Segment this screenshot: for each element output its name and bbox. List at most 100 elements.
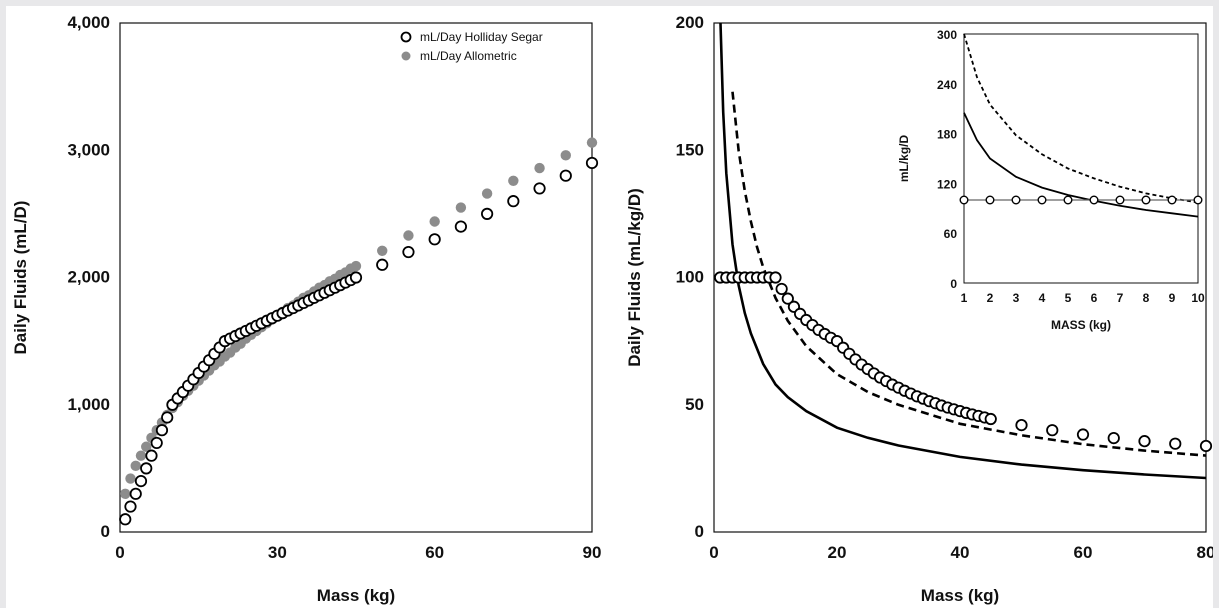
right-open-point bbox=[775, 282, 788, 296]
inset-open-point bbox=[1167, 195, 1177, 205]
holliday-point bbox=[402, 245, 415, 259]
inset-chart: 0 60 120 180 240 300 1 2 3 4 5 6 7 8 9 10 mL/kg/D MASS… bbox=[897, 28, 1205, 332]
legend-marker-holliday bbox=[400, 31, 412, 43]
inset-open-point bbox=[1063, 195, 1073, 205]
holliday-point bbox=[119, 513, 132, 526]
holliday-point bbox=[585, 156, 599, 170]
holliday-point bbox=[428, 233, 441, 246]
inset-x-tick-label: 10 bbox=[1191, 291, 1205, 305]
right-y-axis-label: Daily Fluids (mL/kg/D) bbox=[625, 188, 644, 367]
allometric-point bbox=[508, 175, 519, 186]
inset-y-tick-label: 180 bbox=[937, 128, 957, 142]
right-x-tick-label: 20 bbox=[828, 543, 847, 562]
inset-x-tick-label: 5 bbox=[1065, 291, 1072, 305]
inset-y-tick-label: 60 bbox=[944, 227, 958, 241]
inset-open-point bbox=[1115, 195, 1125, 205]
inset-x-axis-label: MASS (kg) bbox=[1051, 318, 1111, 332]
right-open-point bbox=[984, 412, 997, 426]
inset-open-point bbox=[1089, 195, 1099, 205]
right-x-ticks: 0 20 40 60 80 bbox=[709, 543, 1213, 562]
allometric-point bbox=[586, 137, 598, 148]
inset-x-tick-label: 3 bbox=[1013, 291, 1020, 305]
allometric-point bbox=[135, 450, 147, 461]
holliday-point bbox=[161, 411, 174, 424]
right-x-axis-label: Mass (kg) bbox=[921, 586, 999, 605]
inset-x-tick-label: 8 bbox=[1143, 291, 1150, 305]
right-x-tick-label: 80 bbox=[1197, 543, 1213, 562]
inset-plot-frame bbox=[963, 33, 1199, 284]
right-open-point bbox=[781, 292, 794, 305]
inset-y-tick-label: 120 bbox=[937, 177, 957, 191]
inset-x-ticks: 1 2 3 4 5 6 7 8 9 10 bbox=[961, 291, 1205, 305]
holliday-point bbox=[124, 500, 137, 513]
left-y-axis-label: Daily Fluids (mL/D) bbox=[11, 201, 30, 355]
legend: mL/Day Holliday Segar mL/Day Allometric bbox=[400, 30, 543, 63]
right-plot-frame bbox=[713, 22, 1207, 533]
allometric-point bbox=[481, 188, 493, 199]
inset-x-tick-label: 4 bbox=[1039, 291, 1046, 305]
holliday-point bbox=[376, 258, 389, 271]
left-y-tick-label: 4,000 bbox=[67, 13, 110, 32]
left-x-tick-label: 0 bbox=[115, 543, 124, 562]
holliday-point bbox=[155, 424, 169, 437]
left-points bbox=[119, 137, 599, 526]
left-y-tick-label: 3,000 bbox=[67, 140, 110, 159]
holliday-point bbox=[129, 487, 142, 500]
allometric-point bbox=[534, 162, 545, 174]
right-series bbox=[714, 23, 1213, 480]
allometric-point bbox=[455, 202, 467, 213]
inset-y-axis-label: mL/kg/D bbox=[897, 135, 911, 183]
left-plot-frame bbox=[119, 22, 593, 533]
left-x-ticks: 0 30 60 90 bbox=[115, 543, 601, 562]
right-y-tick-label: 100 bbox=[676, 268, 704, 287]
right-open-point bbox=[1199, 439, 1213, 453]
holliday-point bbox=[559, 169, 572, 182]
left-x-axis-label: Mass (kg) bbox=[317, 586, 395, 605]
inset-x-tick-label: 6 bbox=[1091, 291, 1098, 305]
inset-x-tick-label: 2 bbox=[987, 291, 994, 305]
holliday-point bbox=[533, 182, 546, 195]
figure: 0 1,000 2,000 3,000 4,000 0 30 60 90 Daily Flui… bbox=[6, 6, 1213, 608]
right-x-tick-label: 60 bbox=[1074, 543, 1093, 562]
inset-dashed-line bbox=[963, 33, 1199, 204]
left-y-tick-label: 0 bbox=[101, 522, 110, 541]
allometric-point bbox=[429, 216, 440, 227]
inset-open-point bbox=[959, 195, 969, 205]
allometric-point bbox=[125, 473, 136, 484]
allometric-point bbox=[120, 488, 131, 500]
legend-marker-allometric bbox=[401, 51, 411, 61]
right-y-tick-label: 0 bbox=[695, 522, 704, 541]
inset-open-point bbox=[1193, 195, 1203, 205]
right-open-point bbox=[1138, 435, 1151, 448]
right-y-tick-label: 50 bbox=[685, 395, 704, 414]
inset-y-tick-label: 300 bbox=[937, 28, 957, 42]
holliday-point bbox=[140, 462, 153, 475]
right-open-point bbox=[1076, 428, 1090, 441]
right-x-tick-label: 0 bbox=[709, 543, 718, 562]
inset-x-tick-label: 1 bbox=[961, 291, 968, 305]
left-y-ticks: 0 1,000 2,000 3,000 4,000 bbox=[67, 13, 110, 541]
allometric-point bbox=[141, 441, 152, 452]
left-x-tick-label: 60 bbox=[425, 543, 444, 562]
inset-open-point bbox=[1141, 195, 1151, 205]
inset-y-tick-label: 240 bbox=[937, 78, 957, 92]
allometric-point bbox=[350, 260, 362, 272]
left-y-tick-label: 2,000 bbox=[67, 268, 110, 287]
allometric-point bbox=[560, 150, 571, 161]
inset-x-tick-label: 9 bbox=[1169, 291, 1176, 305]
inset-solid-line bbox=[963, 112, 1199, 218]
right-y-tick-label: 150 bbox=[676, 140, 704, 159]
right-y-tick-label: 200 bbox=[676, 13, 704, 32]
inset-x-tick-label: 7 bbox=[1117, 291, 1124, 305]
allometric-point bbox=[130, 460, 141, 472]
inset-open-point bbox=[1011, 195, 1021, 205]
left-chart: 0 1,000 2,000 3,000 4,000 0 30 60 90 Daily Flui… bbox=[11, 13, 601, 605]
left-x-tick-label: 30 bbox=[268, 543, 287, 562]
allometric-point bbox=[377, 245, 388, 256]
right-open-point bbox=[1107, 431, 1120, 445]
holliday-point bbox=[134, 474, 148, 488]
holliday-point bbox=[150, 436, 163, 450]
inset-open-point bbox=[985, 195, 995, 205]
